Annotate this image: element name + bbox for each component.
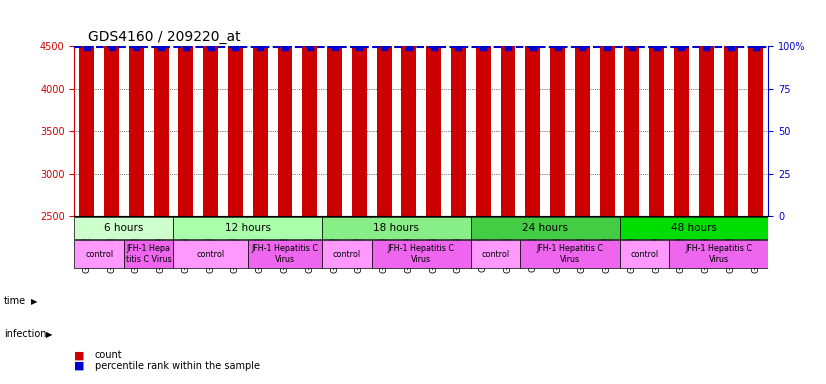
FancyBboxPatch shape <box>669 240 768 268</box>
Text: JFH-1 Hepa
titis C Virus: JFH-1 Hepa titis C Virus <box>126 245 172 264</box>
FancyBboxPatch shape <box>124 240 173 268</box>
Bar <box>352 0 367 217</box>
Bar <box>178 0 193 217</box>
FancyBboxPatch shape <box>74 217 173 239</box>
Bar <box>302 0 317 217</box>
Bar <box>451 0 466 217</box>
Bar <box>278 0 292 217</box>
Bar <box>575 0 590 217</box>
Bar <box>104 0 119 217</box>
Text: count: count <box>95 350 122 360</box>
Text: ■: ■ <box>74 361 85 371</box>
Bar <box>649 0 664 217</box>
FancyBboxPatch shape <box>248 240 322 268</box>
Text: control: control <box>85 250 113 259</box>
Bar <box>327 0 342 217</box>
Bar <box>401 0 416 217</box>
Text: percentile rank within the sample: percentile rank within the sample <box>95 361 260 371</box>
Bar <box>253 0 268 217</box>
Text: control: control <box>333 250 361 259</box>
Bar <box>228 0 243 217</box>
Text: time: time <box>4 296 26 306</box>
Bar <box>426 0 441 217</box>
FancyBboxPatch shape <box>74 240 124 268</box>
Bar <box>748 0 763 217</box>
FancyBboxPatch shape <box>620 240 669 268</box>
Bar <box>476 0 491 217</box>
Text: control: control <box>482 250 510 259</box>
Text: JFH-1 Hepatitis C
Virus: JFH-1 Hepatitis C Virus <box>251 245 319 264</box>
Text: JFH-1 Hepatitis C
Virus: JFH-1 Hepatitis C Virus <box>387 245 455 264</box>
Bar <box>129 0 144 217</box>
Text: 12 hours: 12 hours <box>225 223 271 233</box>
Bar <box>674 0 689 217</box>
FancyBboxPatch shape <box>620 217 768 239</box>
FancyBboxPatch shape <box>520 240 620 268</box>
Bar <box>724 0 738 217</box>
FancyBboxPatch shape <box>173 217 322 239</box>
Text: control: control <box>197 250 225 259</box>
FancyBboxPatch shape <box>173 240 248 268</box>
Bar <box>79 0 94 217</box>
Bar <box>377 0 392 217</box>
Text: 6 hours: 6 hours <box>104 223 144 233</box>
Text: GDS4160 / 209220_at: GDS4160 / 209220_at <box>88 30 241 44</box>
Bar <box>624 0 639 217</box>
Bar <box>154 0 169 217</box>
Text: 24 hours: 24 hours <box>522 223 568 233</box>
Bar <box>699 0 714 217</box>
Bar <box>203 0 218 217</box>
FancyBboxPatch shape <box>372 240 471 268</box>
Text: ■: ■ <box>74 350 85 360</box>
Text: JFH-1 Hepatitis C
Virus: JFH-1 Hepatitis C Virus <box>685 245 752 264</box>
FancyBboxPatch shape <box>322 217 471 239</box>
FancyBboxPatch shape <box>471 240 520 268</box>
Text: infection: infection <box>4 329 46 339</box>
Bar <box>550 0 565 217</box>
Bar <box>600 0 615 217</box>
Text: 18 hours: 18 hours <box>373 223 420 233</box>
FancyBboxPatch shape <box>322 240 372 268</box>
Bar <box>501 0 515 217</box>
Text: ▶: ▶ <box>31 297 38 306</box>
Bar <box>525 0 540 217</box>
Text: ▶: ▶ <box>46 329 53 339</box>
FancyBboxPatch shape <box>471 217 620 239</box>
Text: control: control <box>630 250 658 259</box>
Text: JFH-1 Hepatitis C
Virus: JFH-1 Hepatitis C Virus <box>536 245 604 264</box>
Text: 48 hours: 48 hours <box>671 223 717 233</box>
